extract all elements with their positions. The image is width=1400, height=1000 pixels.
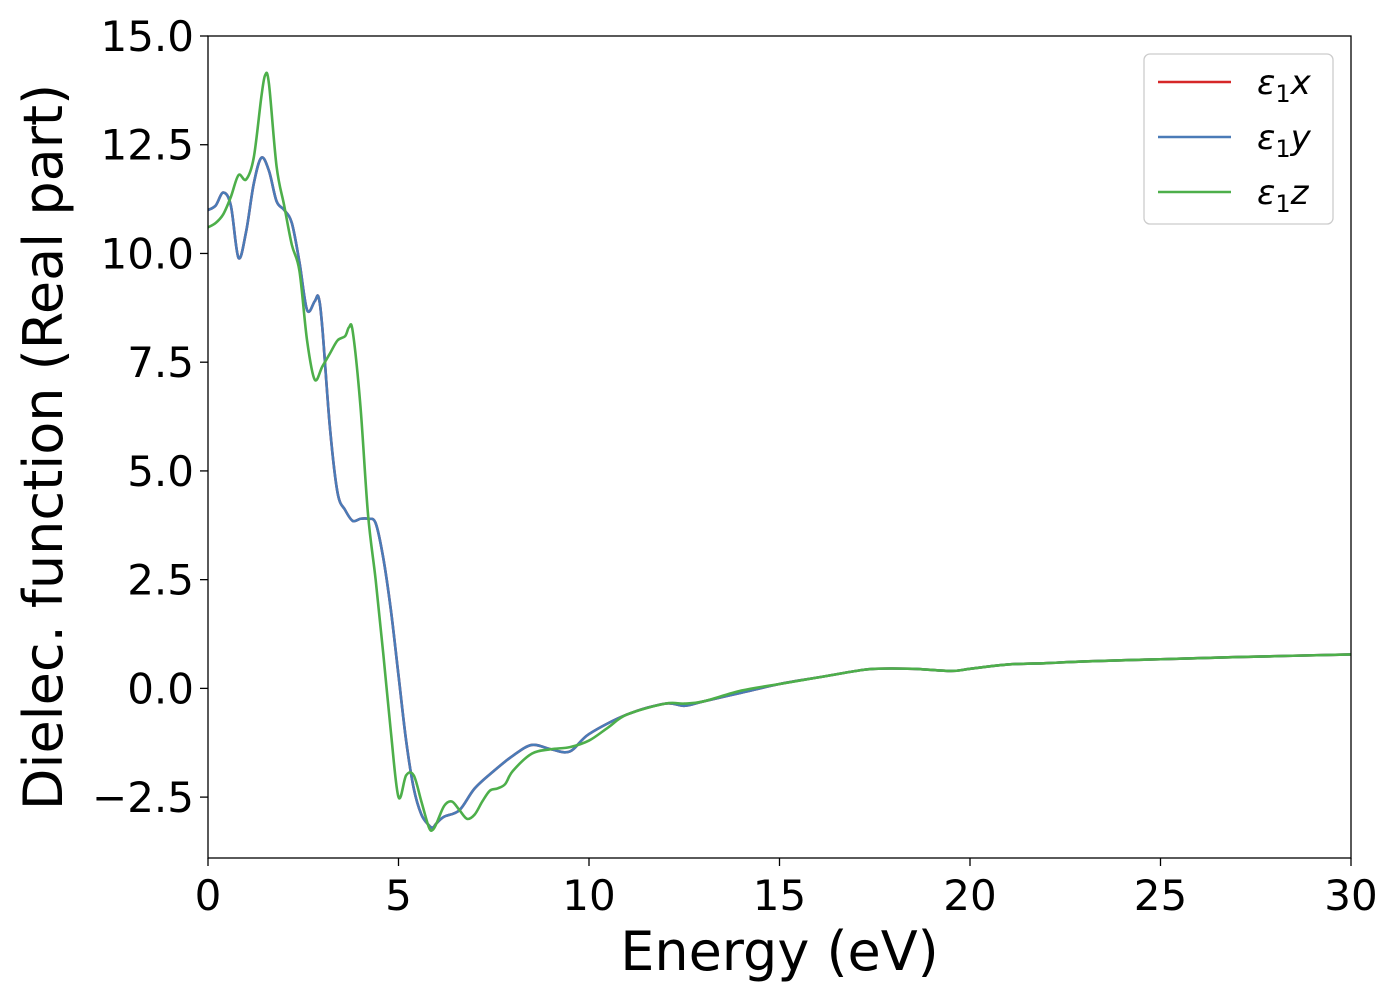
series-line-z: [208, 71, 1351, 832]
y-tick-label: 0.0: [127, 664, 194, 713]
y-tick-label: 2.5: [127, 556, 194, 605]
y-tick-label: 12.5: [100, 121, 194, 170]
series-layer: [208, 71, 1351, 832]
y-tick-label: 15.0: [100, 12, 194, 61]
x-axis: 0 5 10 15 20 25 30: [195, 858, 1378, 920]
legend: ε1x ε1y ε1z: [1143, 53, 1334, 225]
x-tick-label: 10: [562, 871, 615, 920]
legend-label-x: ε1x: [1257, 63, 1312, 108]
x-tick-label: 5: [385, 871, 412, 920]
y-tick-label: −2.5: [92, 773, 194, 822]
y-tick-label: 7.5: [127, 338, 194, 387]
legend-label-y: ε1y: [1257, 118, 1312, 163]
x-tick-label: 20: [943, 871, 996, 920]
x-axis-title: Energy (eV): [620, 920, 939, 983]
y-axis-title: Dielec. function (Real part): [12, 84, 75, 810]
x-tick-label: 15: [753, 871, 806, 920]
x-tick-label: 0: [195, 871, 222, 920]
y-tick-label: 5.0: [127, 447, 194, 496]
x-tick-label: 30: [1324, 871, 1377, 920]
x-tick-label: 25: [1134, 871, 1187, 920]
legend-label-z: ε1z: [1257, 173, 1310, 218]
y-tick-label: 10.0: [100, 229, 194, 278]
legend-box: [1143, 53, 1334, 225]
y-axis: −2.5 0.0 2.5 5.0 7.5 10.0 12.5 15.0: [92, 12, 208, 822]
